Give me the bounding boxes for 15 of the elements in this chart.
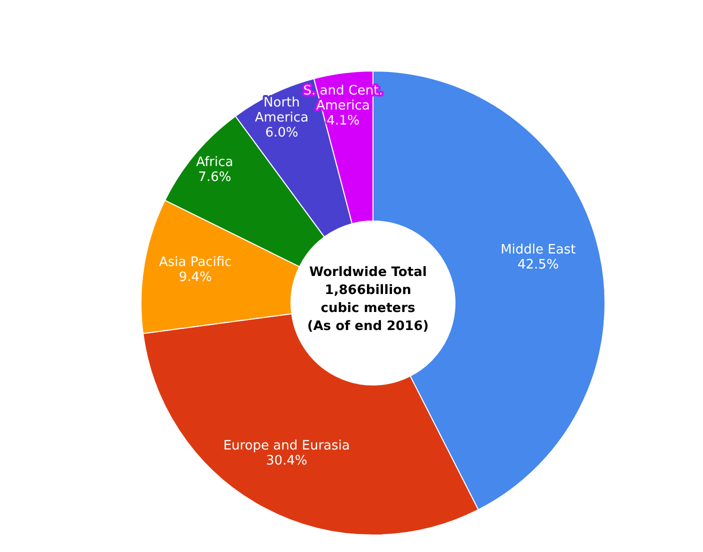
- text: (As of end 2016): [307, 319, 429, 334]
- data-label: 7.6%: [198, 170, 232, 186]
- text: Worldwide Total: [309, 265, 427, 280]
- text: 1,866billion: [324, 283, 412, 298]
- slice-label: Africa: [196, 155, 234, 170]
- slice-label: North America: [254, 96, 309, 126]
- data-label: 9.4%: [178, 270, 212, 286]
- slice-label: Middle East: [500, 242, 576, 258]
- text: cubic meters: [320, 301, 416, 316]
- data-label: 6.0%: [265, 126, 298, 141]
- data-label: 42.5%: [518, 258, 559, 273]
- data-label: 4.1%: [326, 114, 360, 129]
- slice-label: Europe and Eurasia: [223, 438, 350, 454]
- data-label: 30.4%: [266, 453, 308, 468]
- slice-label: Asia Pacific: [158, 255, 232, 270]
